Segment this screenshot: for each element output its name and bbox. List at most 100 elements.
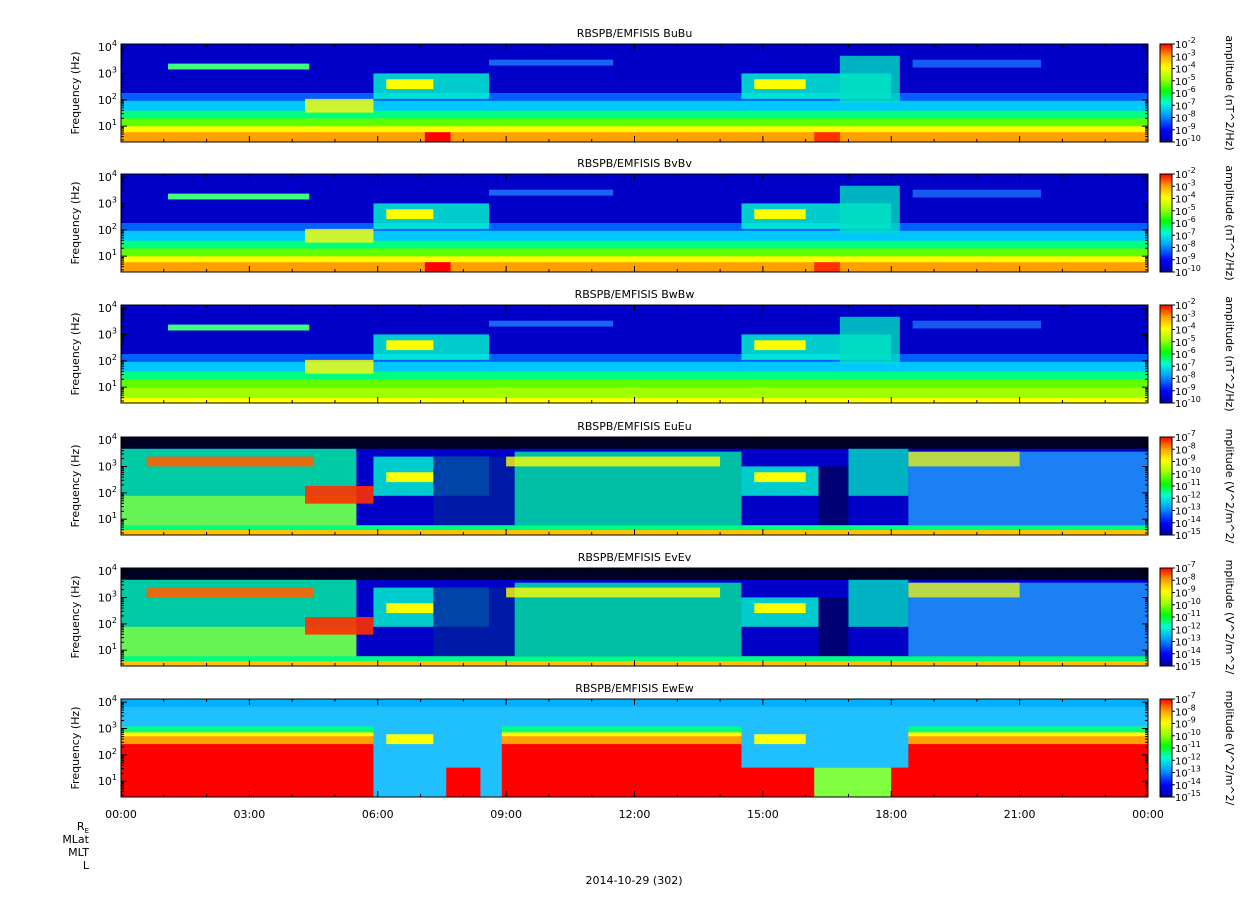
panel-title: RBSPB/EMFISIS EuEu bbox=[577, 420, 691, 433]
colorbar-tick-label: 10-10 bbox=[1175, 597, 1201, 612]
spectrogram-band bbox=[912, 189, 1042, 198]
spectrogram-band bbox=[121, 110, 1148, 121]
spectrogram-band bbox=[814, 262, 840, 272]
colorbar-label: mplitude (V^2/m^2/ bbox=[1223, 691, 1236, 806]
colorbar-tick-label: 10-6 bbox=[1175, 85, 1196, 100]
colorbar-tick-label: 10-3 bbox=[1175, 178, 1196, 193]
colorbar-tick-label: 10-7 bbox=[1175, 560, 1196, 575]
spectrogram-band bbox=[754, 340, 806, 351]
spectrogram-band bbox=[912, 320, 1042, 329]
colorbar-tick-label: 10-4 bbox=[1175, 191, 1196, 206]
colorbar-tick-label: 10-5 bbox=[1175, 334, 1196, 349]
spectrogram-band bbox=[506, 456, 721, 467]
colorbar-tick-label: 10-8 bbox=[1175, 110, 1196, 125]
spectrogram-band bbox=[754, 472, 806, 483]
panel-title: RBSPB/EMFISIS EwEw bbox=[575, 682, 693, 695]
y-tick-label: 101 bbox=[98, 511, 117, 526]
x-tick-label: 09:00 bbox=[490, 808, 522, 821]
x-tick-label: 00:00 bbox=[105, 808, 137, 821]
y-axis-label: Frequency (Hz) bbox=[69, 52, 82, 135]
spectrogram-band bbox=[506, 587, 721, 598]
panel-title: RBSPB/EMFISIS BwBw bbox=[575, 288, 695, 301]
spectrogram-band bbox=[386, 734, 434, 745]
colorbar-tick-label: 10-4 bbox=[1175, 322, 1196, 337]
x-tick-label: 18:00 bbox=[875, 808, 907, 821]
spectrogram-band bbox=[754, 209, 806, 220]
colorbar-tick-label: 10-12 bbox=[1175, 490, 1201, 505]
spectrogram-band bbox=[754, 734, 806, 745]
colorbar-tick-label: 10-2 bbox=[1175, 166, 1196, 181]
colorbar-tick-label: 10-8 bbox=[1175, 371, 1196, 386]
spectrogram-band bbox=[121, 118, 1148, 129]
y-tick-label: 103 bbox=[98, 459, 117, 474]
colorbar bbox=[1159, 698, 1173, 798]
spectrogram-band bbox=[373, 706, 502, 797]
spectrogram-band bbox=[146, 456, 314, 467]
colorbar-tick-label: 10-13 bbox=[1175, 765, 1201, 780]
x-tick-label: 12:00 bbox=[619, 808, 651, 821]
y-tick-label: 101 bbox=[98, 248, 117, 263]
colorbar-label: amplitude (nT^2/Hz) bbox=[1223, 35, 1236, 150]
spectrogram-band bbox=[305, 228, 374, 243]
y-tick-label: 102 bbox=[98, 616, 117, 631]
spectrogram-band bbox=[121, 93, 1148, 105]
colorbar-tick-label: 10-13 bbox=[1175, 503, 1201, 518]
spectrogram-band bbox=[168, 63, 310, 70]
colorbar-tick-label: 10-14 bbox=[1175, 777, 1201, 792]
colorbar-tick-label: 10-3 bbox=[1175, 309, 1196, 324]
colorbar-tick-label: 10-8 bbox=[1175, 703, 1196, 718]
colorbar bbox=[1159, 567, 1173, 667]
colorbar-tick-label: 10-9 bbox=[1175, 585, 1196, 600]
colorbar-tick-label: 10-9 bbox=[1175, 716, 1196, 731]
spectrogram-band bbox=[121, 223, 1148, 235]
y-tick-label: 104 bbox=[98, 300, 117, 315]
spectrogram-band bbox=[168, 324, 310, 331]
spectrogram-band bbox=[305, 98, 374, 113]
colorbar-tick-label: 10-7 bbox=[1175, 691, 1196, 706]
spectrogram-band bbox=[848, 448, 909, 496]
y-tick-label: 102 bbox=[98, 747, 117, 762]
colorbar-tick-label: 10-8 bbox=[1175, 240, 1196, 255]
spectrogram-band bbox=[386, 79, 434, 90]
spectrogram-band bbox=[814, 767, 892, 797]
spectrogram-band bbox=[818, 466, 849, 526]
colorbar-tick-label: 10-10 bbox=[1175, 134, 1201, 149]
colorbar-tick-label: 10-2 bbox=[1175, 36, 1196, 51]
date-label: 2014-10-29 (302) bbox=[585, 874, 682, 887]
y-tick-label: 103 bbox=[98, 327, 117, 342]
spectrogram-band bbox=[433, 456, 515, 526]
spectrogram-band bbox=[839, 185, 900, 233]
spectrogram-band bbox=[305, 359, 374, 374]
spectrogram-band bbox=[168, 193, 310, 200]
spectrogram-band bbox=[908, 582, 1020, 598]
y-axis-label: Frequency (Hz) bbox=[69, 182, 82, 265]
y-tick-label: 101 bbox=[98, 118, 117, 133]
spectrogram-panel: RBSPB/EMFISIS EvEv 101 102 103 104 Frequency … bbox=[69, 551, 1236, 675]
y-tick-label: 103 bbox=[98, 66, 117, 81]
colorbar-tick-label: 10-7 bbox=[1175, 97, 1196, 112]
ephemeris-label: MLT bbox=[68, 846, 89, 859]
y-axis-label: Frequency (Hz) bbox=[69, 707, 82, 790]
colorbar-tick-label: 10-8 bbox=[1175, 572, 1196, 587]
x-tick-label: 03:00 bbox=[234, 808, 266, 821]
y-tick-label: 104 bbox=[98, 432, 117, 447]
spectrogram-band bbox=[121, 248, 1148, 259]
colorbar-tick-label: 10-12 bbox=[1175, 752, 1201, 767]
x-tick-label: 00:00 bbox=[1132, 808, 1164, 821]
spectrogram-band bbox=[121, 656, 1148, 663]
colorbar-label: mplitude (V^2/m^2/ bbox=[1223, 429, 1236, 544]
x-tick-label: 06:00 bbox=[362, 808, 394, 821]
spectrogram-band bbox=[121, 256, 1148, 265]
spectrogram-band bbox=[424, 132, 451, 142]
spectrogram-band bbox=[754, 79, 806, 90]
spectrogram-band bbox=[146, 587, 314, 598]
colorbar-tick-label: 10-5 bbox=[1175, 203, 1196, 218]
colorbar-tick-label: 10-15 bbox=[1175, 527, 1201, 542]
y-tick-label: 104 bbox=[98, 39, 117, 54]
spectrogram-band bbox=[121, 706, 1148, 729]
x-tick-label: 15:00 bbox=[747, 808, 779, 821]
colorbar-tick-label: 10-8 bbox=[1175, 441, 1196, 456]
colorbar-tick-label: 10-12 bbox=[1175, 621, 1201, 636]
